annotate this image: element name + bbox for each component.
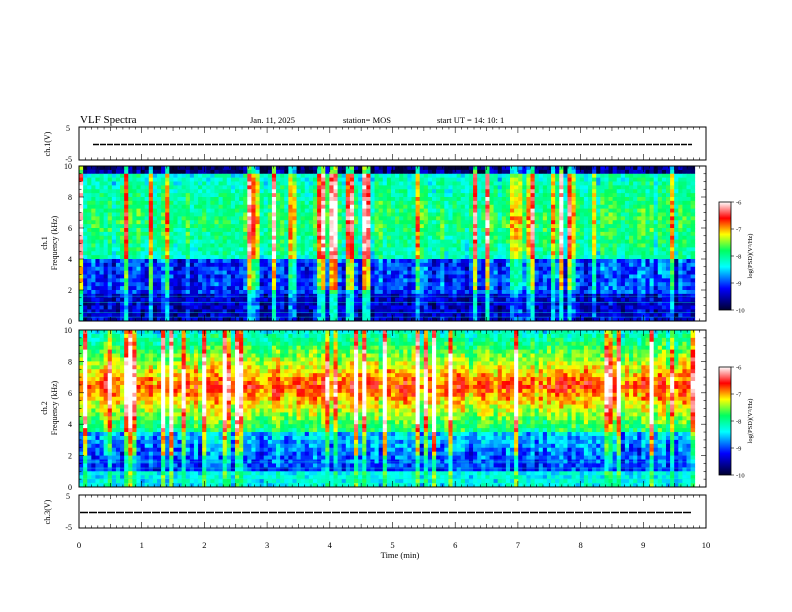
start-time-label: start UT = 14: 10: 1 xyxy=(437,115,504,125)
time-tick-label: 0 xyxy=(77,540,81,550)
frequency-tick-label: 2 xyxy=(68,286,72,295)
ch3-ytick-top: 5 xyxy=(66,492,70,501)
time-tick-label: 7 xyxy=(516,540,520,550)
ch2-spectrogram-yticklabels: 0 2 4 6 8 10 xyxy=(64,326,72,492)
ch1-waveform-panel: 5 -5 ch.1(V) xyxy=(43,124,707,164)
frequency-tick-label: 0 xyxy=(68,317,72,326)
time-tick-label: 10 xyxy=(702,540,711,550)
time-tick-label: 6 xyxy=(453,540,457,550)
time-tick-label: 9 xyxy=(641,540,645,550)
ch1-spectrogram-panel: 0 2 4 6 8 10 ch.1 Frequency (kHz) xyxy=(40,162,707,326)
ch3-waveform-panel: 5 -5 ch.3(V) xyxy=(43,492,707,532)
ch3-waveform-ylabel: ch.3(V) xyxy=(43,499,52,524)
time-tick-label: 1 xyxy=(140,540,144,550)
ch1-spectrogram-image xyxy=(79,166,696,322)
time-tick-label: 2 xyxy=(202,540,206,550)
date-label: Jan. 11, 2025 xyxy=(250,115,295,125)
ch1-colorbar-label: log(PSD)(V²/Hz) xyxy=(747,234,754,279)
time-tick-label: 4 xyxy=(328,540,333,550)
colorbar-tick-label: -9 xyxy=(736,281,741,288)
frequency-tick-label: 10 xyxy=(64,326,72,335)
colorbar-tick-label: -7 xyxy=(736,227,742,234)
frequency-tick-label: 6 xyxy=(68,389,72,398)
frequency-tick-label: 4 xyxy=(68,420,72,429)
ch3-waveform-ticks xyxy=(78,495,707,528)
ch2-colorbar-scale xyxy=(718,366,732,476)
time-tick-label: 8 xyxy=(578,540,582,550)
ch3-ytick-bottom: -5 xyxy=(65,523,72,532)
ch2-spectrogram-image xyxy=(79,330,696,488)
frequency-tick-label: 2 xyxy=(68,452,72,461)
colorbar-tick-label: -6 xyxy=(736,365,742,372)
colorbar-tick-label: -10 xyxy=(736,473,745,480)
frequency-tick-label: 8 xyxy=(68,193,72,202)
time-tick-label: 5 xyxy=(390,540,394,550)
frequency-tick-label: 10 xyxy=(64,162,72,171)
colorbar-tick-label: -6 xyxy=(736,200,742,207)
figure-title: VLF Spectra xyxy=(80,114,137,126)
ch1-colorbar: -6 -7 -8 -9 -10 log(PSD)(V²/Hz) xyxy=(718,200,754,315)
frequency-tick-label: 6 xyxy=(68,224,72,233)
ch2-colorbar-ticks: -6 -7 -8 -9 -10 xyxy=(731,365,745,480)
ch1-waveform-ticks xyxy=(78,127,707,160)
station-label: station= MOS xyxy=(343,115,391,125)
time-tick-label: 3 xyxy=(265,540,269,550)
ch1-spectrogram-yticklabels: 0 2 4 6 8 10 xyxy=(64,162,72,326)
frequency-tick-label: 0 xyxy=(68,483,72,492)
colorbar-tick-label: -8 xyxy=(736,254,741,261)
ch1-spectrogram-ylabel-frequency: Frequency (kHz) xyxy=(50,215,59,270)
frequency-tick-label: 4 xyxy=(68,255,72,264)
time-axis-label: Time (min) xyxy=(381,550,420,560)
ch1-ytick-bottom: -5 xyxy=(65,155,72,164)
ch2-colorbar: -6 -7 -8 -9 -10 log(PSD)(V²/Hz) xyxy=(718,365,754,480)
time-axis-ticklabels: 0 1 2 3 4 5 6 7 8 9 10 xyxy=(77,540,710,550)
colorbar-tick-label: -9 xyxy=(736,446,741,453)
frequency-tick-label: 8 xyxy=(68,357,72,366)
colorbar-tick-label: -7 xyxy=(736,392,742,399)
colorbar-tick-label: -10 xyxy=(736,308,745,315)
ch2-spectrogram-ylabel-channel: ch.2 xyxy=(40,401,49,415)
ch2-colorbar-label: log(PSD)(V²/Hz) xyxy=(747,399,754,444)
ch1-colorbar-ticks: -6 -7 -8 -9 -10 xyxy=(731,200,745,315)
ch2-spectrogram-ticks xyxy=(78,329,707,488)
ch2-spectrogram-panel: 0 2 4 6 8 10 ch.2 Frequency (kHz) xyxy=(40,326,707,492)
ch1-spectrogram-ylabel-channel: ch.1 xyxy=(40,236,49,250)
ch1-ytick-top: 5 xyxy=(66,124,70,133)
colorbar-tick-label: -8 xyxy=(736,419,741,426)
ch2-spectrogram-ylabel-frequency: Frequency (kHz) xyxy=(50,380,59,435)
ch1-spectrogram-ticks xyxy=(78,165,707,322)
ch1-waveform-ylabel: ch.1(V) xyxy=(43,131,52,156)
ch1-colorbar-scale xyxy=(718,201,732,311)
